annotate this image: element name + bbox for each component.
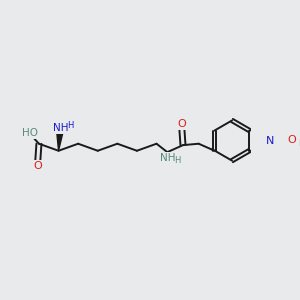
Text: H: H: [67, 121, 73, 130]
Text: H: H: [174, 156, 181, 165]
Text: HO: HO: [22, 128, 38, 138]
Polygon shape: [57, 133, 63, 151]
Text: H: H: [298, 139, 300, 148]
Text: NH: NH: [52, 123, 68, 133]
Text: N: N: [266, 136, 274, 146]
Text: O: O: [177, 119, 186, 129]
Text: NH: NH: [160, 153, 176, 163]
Text: O: O: [287, 135, 296, 145]
Text: O: O: [33, 160, 42, 171]
